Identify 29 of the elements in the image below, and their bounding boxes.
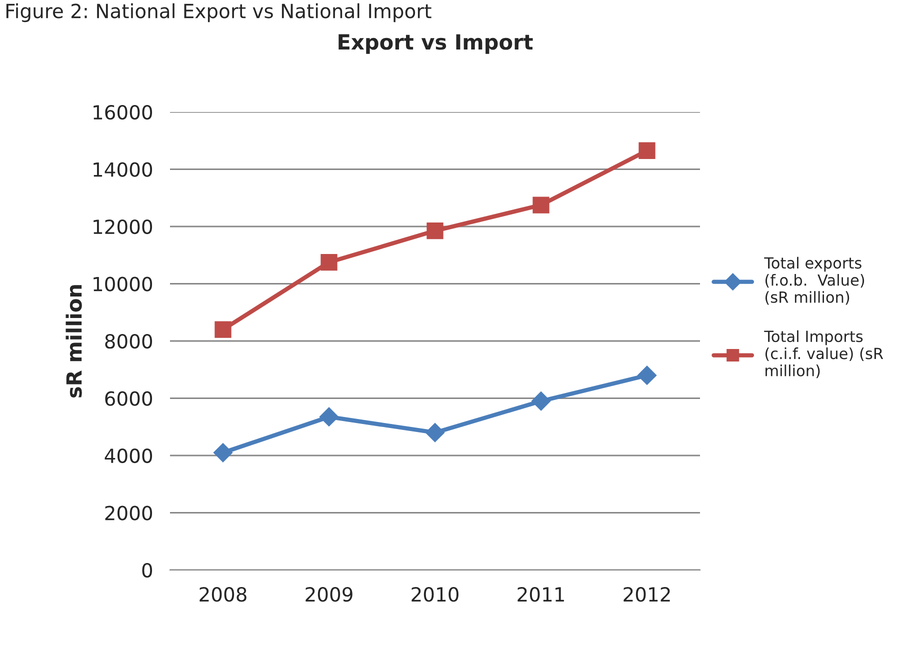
point [426,222,444,240]
y-tick-label: 4000 [104,448,152,464]
point [213,443,233,462]
point [320,254,338,271]
point [214,321,232,338]
x-tick-label: 2010 [412,587,458,602]
y-tick-label: 2000 [105,506,152,520]
point [425,423,445,442]
y-tick-label: 12000 [94,219,152,234]
y-tick-label: 6000 [105,391,152,406]
legend-label: Total exports (f.o.b. Value) (sR million) [764,256,864,305]
y-tick-label: 16000 [94,104,152,120]
point [638,142,656,159]
y-tick-label: 10000 [94,276,152,292]
y-axis-title: sR million [66,285,82,398]
x-tick-label: 2008 [200,587,246,602]
y-tick-label: 8000 [105,334,152,349]
point [531,392,551,411]
legend-label: Total Imports (c.i.f. value) (sR million) [764,330,884,378]
point [319,407,339,426]
x-tick-label: 2011 [518,587,564,602]
x-tick-label: 2012 [624,587,670,602]
chart-title: Export vs Import [338,34,533,54]
point [637,366,657,385]
point [532,196,550,214]
x-tick-label: 2009 [306,587,352,602]
y-tick-label: 14000 [94,162,152,177]
y-tick-label: 0 [142,562,152,578]
caption: Figure 2: National Export vs National Import [6,3,432,22]
